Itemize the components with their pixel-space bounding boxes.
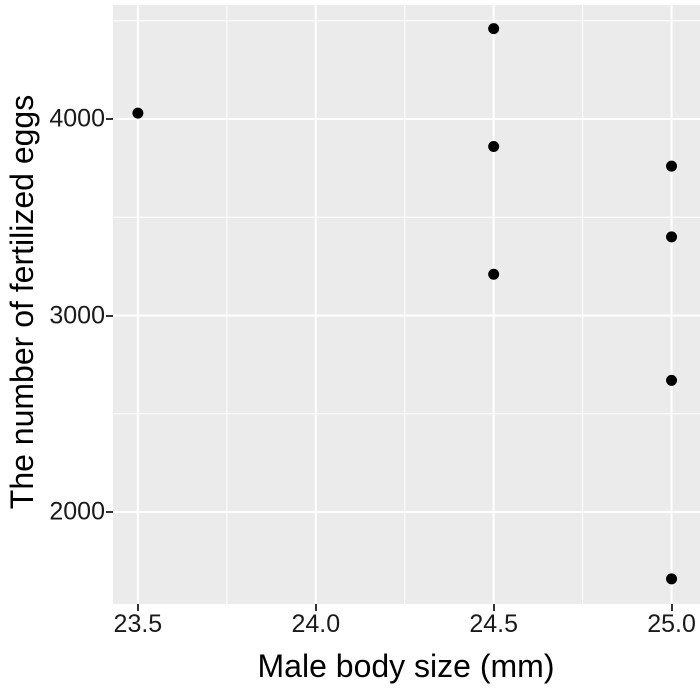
y-tick-label: 3000: [49, 301, 105, 329]
data-point: [132, 107, 144, 119]
y-tick-mark: [106, 511, 113, 514]
x-tick-label: 25.0: [647, 610, 696, 638]
y-tick-mark: [106, 117, 113, 120]
x-tick-mark: [136, 604, 139, 611]
x-axis-title: Male body size (mm): [257, 648, 555, 684]
data-point: [488, 23, 500, 35]
data-point: [666, 573, 678, 585]
data-point: [666, 374, 678, 386]
x-tick-label: 24.0: [291, 610, 341, 638]
y-tick-label: 2000: [49, 497, 105, 526]
plot-panel: [113, 5, 700, 604]
x-tick-mark: [670, 604, 673, 611]
y-axis-title: The number of fertilized eggs: [4, 94, 40, 510]
y-tick-label: 4000: [49, 104, 105, 133]
data-point: [666, 160, 678, 172]
data-point: [488, 268, 500, 280]
x-tick-label: 24.5: [469, 610, 518, 638]
x-tick-mark: [314, 604, 317, 611]
data-point: [666, 231, 678, 243]
x-tick-mark: [492, 604, 495, 611]
plot-canvas: [113, 5, 700, 604]
y-tick-mark: [106, 314, 113, 317]
x-tick-label: 23.5: [113, 610, 163, 638]
data-point: [488, 140, 500, 152]
